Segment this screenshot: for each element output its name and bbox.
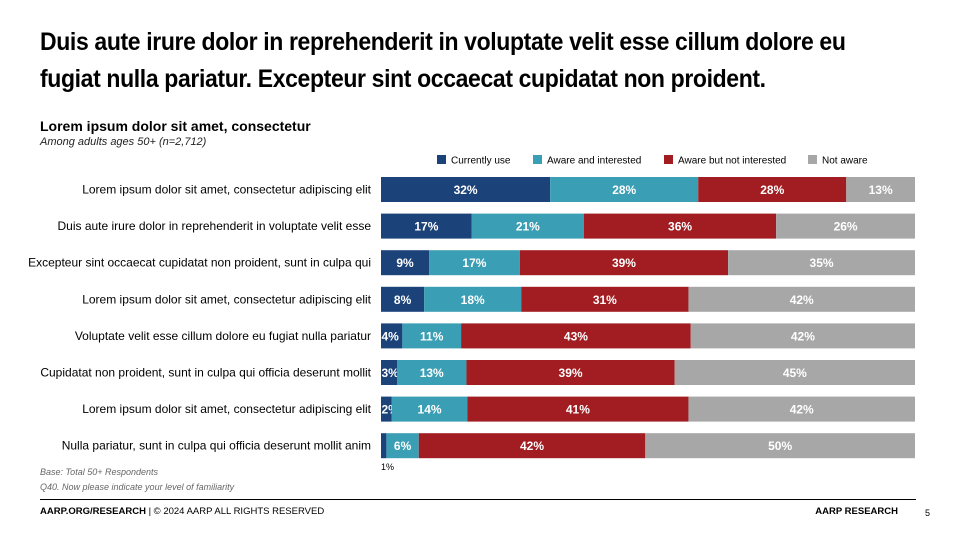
data-label: 32% — [454, 183, 478, 197]
footer-brand: AARP RESEARCH — [815, 506, 898, 517]
data-label: 18% — [461, 293, 485, 307]
bar-segment — [381, 250, 430, 276]
bar-segment — [391, 396, 468, 422]
data-label: 17% — [414, 220, 438, 234]
bar-segment — [418, 433, 646, 459]
data-label: 4% — [382, 329, 400, 343]
footnote-base: Base: Total 50+ Respondents — [40, 467, 159, 477]
category-label: Duis aute irure dolor in reprehenderit i… — [57, 219, 371, 233]
legend-label-2: Aware but not interested — [678, 156, 786, 167]
data-label: 26% — [834, 220, 858, 234]
bar-segment — [381, 433, 387, 459]
bar-segment — [690, 323, 915, 349]
data-label: 13% — [869, 183, 893, 197]
data-label: 6% — [394, 439, 412, 453]
data-label: 42% — [791, 329, 815, 343]
data-label: 9% — [396, 256, 414, 270]
data-label: 41% — [566, 403, 590, 417]
data-label: 35% — [810, 256, 834, 270]
bar-segment — [728, 250, 915, 276]
data-label: 45% — [783, 366, 807, 380]
data-label: 50% — [768, 439, 792, 453]
category-label: Excepteur sint occaecat cupidatat non pr… — [28, 256, 371, 270]
bar-segment — [381, 396, 392, 422]
data-label: 21% — [516, 220, 540, 234]
page-number: 5 — [924, 508, 930, 518]
data-label: 31% — [593, 293, 617, 307]
bar-segment — [381, 286, 425, 312]
data-label: 39% — [612, 256, 636, 270]
category-label: Lorem ipsum dolor sit amet, consectetur … — [82, 183, 371, 197]
chart-title: Lorem ipsum dolor sit amet, consectetur — [40, 118, 311, 134]
bar-segment — [467, 396, 689, 422]
data-label: 1% — [381, 462, 394, 472]
data-label: 17% — [462, 256, 486, 270]
footer-copyright: AARP.ORG/RESEARCH | © 2024 AARP ALL RIGH… — [40, 506, 324, 517]
bar-segment — [397, 360, 467, 385]
bar-segment — [688, 286, 915, 312]
bar-segment — [381, 323, 403, 349]
legend-swatch-3 — [808, 155, 817, 164]
bar-segment — [519, 250, 729, 276]
data-label: 43% — [564, 329, 588, 343]
bar-segment — [381, 177, 551, 202]
category-label: Lorem ipsum dolor sit amet, consectetur … — [82, 402, 371, 416]
bar-segment — [674, 360, 915, 385]
bar-segment — [471, 213, 584, 239]
bar-segment — [461, 323, 691, 349]
data-label: 42% — [790, 403, 814, 417]
bar-segment — [583, 213, 777, 239]
data-label: 8% — [394, 293, 412, 307]
data-label: 39% — [559, 366, 583, 380]
data-label: 36% — [668, 220, 692, 234]
bar-segment — [381, 360, 398, 385]
data-label: 13% — [420, 366, 444, 380]
chart-subtitle: Among adults ages 50+ (n=2,712) — [40, 136, 207, 148]
bar-segment — [466, 360, 675, 385]
data-label: 42% — [790, 293, 814, 307]
legend-label-1: Aware and interested — [547, 156, 641, 167]
bar-segment — [402, 323, 462, 349]
category-label: Cupidatat non proident, sunt in culpa qu… — [40, 366, 371, 380]
category-label: Nulla pariatur, sunt in culpa qui offici… — [62, 439, 371, 453]
bar-segment — [386, 433, 419, 459]
data-label: 28% — [760, 183, 784, 197]
bar-segment — [521, 286, 689, 312]
legend-label-3: Not aware — [822, 156, 868, 167]
data-label: 28% — [612, 183, 636, 197]
bar-segment — [429, 250, 520, 276]
legend-swatch-1 — [533, 155, 542, 164]
legend-swatch-0 — [437, 155, 446, 164]
bar-segment — [424, 286, 522, 312]
data-label: 11% — [420, 329, 444, 343]
legend-swatch-2 — [664, 155, 673, 164]
data-label: 42% — [520, 439, 544, 453]
bar-segment — [688, 396, 915, 422]
bar-segment — [381, 213, 472, 239]
bar-segment — [645, 433, 915, 459]
bar-segment — [846, 177, 915, 202]
footnote-question: Q40. Now please indicate your level of f… — [40, 482, 235, 492]
bar-segment — [550, 177, 699, 202]
legend-label-0: Currently use — [451, 156, 511, 167]
category-label: Voluptate velit esse cillum dolore eu fu… — [75, 329, 371, 343]
bar-segment — [698, 177, 847, 202]
footer-rights: | © 2024 AARP ALL RIGHTS RESERVED — [145, 506, 325, 517]
footer-rule — [40, 499, 916, 500]
footer-site-link[interactable]: AARP.ORG/RESEARCH — [40, 506, 146, 517]
bar-segment — [776, 213, 915, 239]
data-label: 3% — [382, 366, 400, 380]
headline: Duis aute irure dolor in reprehenderit i… — [40, 28, 846, 93]
data-label: 14% — [418, 403, 442, 417]
category-label: Lorem ipsum dolor sit amet, consectetur … — [82, 292, 371, 306]
